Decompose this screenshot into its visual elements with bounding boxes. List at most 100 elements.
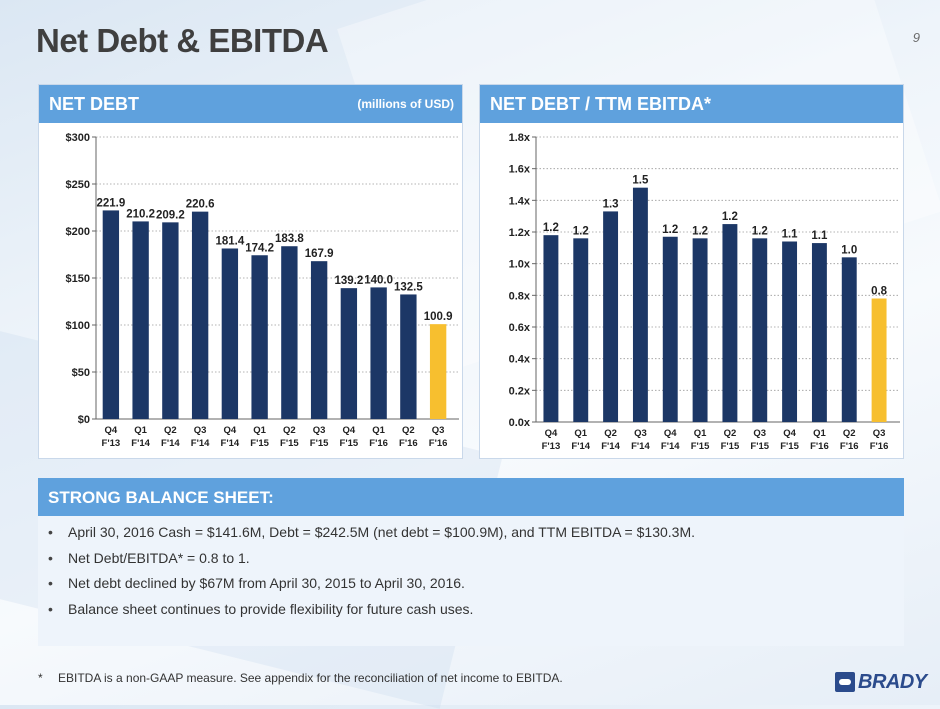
page-number: 9 <box>912 30 920 45</box>
bullet-item: Net debt declined by $67M from April 30,… <box>48 571 695 597</box>
data-label: 139.2 <box>334 275 363 287</box>
bar <box>871 298 887 422</box>
data-label: 221.9 <box>96 197 125 209</box>
x-tick-label-quarter: Q4 <box>105 425 118 436</box>
data-label: 1.1 <box>811 230 828 242</box>
bar <box>310 261 328 419</box>
data-label: 1.2 <box>752 225 768 237</box>
x-tick-label-quarter: Q1 <box>372 425 385 436</box>
y-tick-label: $150 <box>66 273 90 285</box>
data-label: 1.5 <box>632 175 649 187</box>
data-label: 1.3 <box>603 198 619 210</box>
x-tick-label-year: F'15 <box>250 438 269 449</box>
ratio-panel: NET DEBT / TTM EBITDA* 0.0x 0.2x 0.4x 0.6x 0… <box>479 84 904 459</box>
y-tick-label: 0.0x <box>509 417 531 429</box>
net-debt-title: NET DEBT <box>49 94 139 114</box>
data-label: 174.2 <box>245 242 274 254</box>
y-tick-label: 0.2x <box>509 385 531 397</box>
x-tick-label-year: F'15 <box>310 438 329 449</box>
data-label: 1.1 <box>782 229 799 241</box>
x-tick-label-quarter: Q4 <box>224 425 237 436</box>
x-tick-label-year: F'15 <box>721 441 740 452</box>
balance-sheet-header: STRONG BALANCE SHEET: <box>38 478 904 516</box>
net-debt-units: (millions of USD) <box>357 97 454 111</box>
bar <box>692 238 708 422</box>
x-tick-label-year: F'16 <box>810 441 829 452</box>
x-tick-label-quarter: Q2 <box>843 428 856 439</box>
data-label: 181.4 <box>215 235 244 247</box>
footnote-text: EBITDA is a non-GAAP measure. See append… <box>58 671 563 685</box>
data-label: 132.5 <box>394 281 423 293</box>
bar <box>400 294 417 419</box>
x-tick-label-quarter: Q4 <box>664 428 677 439</box>
data-label: 1.0 <box>841 244 857 256</box>
net-debt-header: NET DEBT (millions of USD) <box>39 85 462 123</box>
data-label: 1.2 <box>692 225 708 237</box>
bar <box>370 287 387 419</box>
bar <box>281 246 298 419</box>
x-tick-label-year: F'14 <box>221 438 240 449</box>
x-tick-label-quarter: Q4 <box>783 428 796 439</box>
data-label: 183.8 <box>275 233 304 245</box>
bar <box>429 324 447 419</box>
x-tick-label-quarter: Q2 <box>724 428 737 439</box>
bar <box>102 210 120 419</box>
bar <box>722 224 738 422</box>
data-label: 1.2 <box>662 224 678 236</box>
y-tick-label: $0 <box>78 414 90 426</box>
bullet-item: Balance sheet continues to provide flexi… <box>48 597 695 623</box>
x-tick-label-quarter: Q1 <box>574 428 587 439</box>
y-tick-label: $250 <box>66 179 90 191</box>
y-tick-label: $100 <box>66 320 90 332</box>
data-label: 167.9 <box>305 248 334 260</box>
x-tick-label-year: F'14 <box>161 438 180 449</box>
data-label: 1.2 <box>573 225 589 237</box>
bar <box>752 238 768 422</box>
bar <box>632 187 648 422</box>
bar <box>573 238 589 422</box>
x-tick-label-quarter: Q1 <box>813 428 826 439</box>
x-tick-label-quarter: Q2 <box>283 425 296 436</box>
ratio-title: NET DEBT / TTM EBITDA* <box>490 94 711 114</box>
data-label: 0.8 <box>871 286 888 298</box>
x-tick-label-year: F'13 <box>542 441 561 452</box>
x-tick-label-quarter: Q2 <box>402 425 415 436</box>
bar <box>340 288 358 419</box>
footnote-marker: * <box>38 671 43 685</box>
balance-sheet-list: April 30, 2016 Cash = $141.6M, Debt = $2… <box>38 520 695 622</box>
brady-logo-icon <box>835 672 855 692</box>
x-tick-label-quarter: Q1 <box>134 425 147 436</box>
y-tick-label: 1.6x <box>509 164 531 176</box>
x-tick-label-year: F'15 <box>340 438 359 449</box>
bar <box>221 248 239 419</box>
data-label: 210.2 <box>126 208 155 220</box>
x-tick-label-year: F'15 <box>280 438 299 449</box>
data-label: 209.2 <box>156 209 185 221</box>
bar <box>603 211 619 422</box>
x-tick-label-quarter: Q1 <box>253 425 266 436</box>
brady-logo: BRADY <box>835 670 927 694</box>
y-tick-label: $50 <box>72 367 90 379</box>
bar <box>191 211 209 419</box>
ratio-header: NET DEBT / TTM EBITDA* <box>480 85 903 123</box>
data-label: 1.2 <box>722 211 738 223</box>
bullet-item: April 30, 2016 Cash = $141.6M, Debt = $2… <box>48 520 695 546</box>
balance-sheet-box: STRONG BALANCE SHEET: April 30, 2016 Cas… <box>38 478 904 646</box>
x-tick-label-year: F'13 <box>102 438 121 449</box>
data-label: 100.9 <box>424 311 453 323</box>
bar <box>132 221 149 419</box>
x-tick-label-quarter: Q4 <box>545 428 558 439</box>
x-tick-label-quarter: Q4 <box>343 425 356 436</box>
net-debt-chart: $0 $50 $100 $150 $200 $250 $300 221.9 Q4 F'13 210.… <box>66 132 459 449</box>
y-tick-label: 0.8x <box>509 290 531 302</box>
ratio-chart: 0.0x 0.2x 0.4x 0.6x 0.8x 1.0x 1.2x 1.4x 1.6x 1.8x… <box>509 132 900 452</box>
x-tick-label-quarter: Q3 <box>753 428 766 439</box>
bar <box>662 236 678 422</box>
y-tick-label: 1.2x <box>509 227 531 239</box>
x-tick-label-year: F'15 <box>750 441 769 452</box>
y-tick-label: 1.8x <box>509 132 531 144</box>
x-tick-label-quarter: Q2 <box>604 428 617 439</box>
x-tick-label-quarter: Q3 <box>873 428 886 439</box>
x-tick-label-year: F'16 <box>399 438 418 449</box>
x-tick-label-quarter: Q3 <box>634 428 647 439</box>
